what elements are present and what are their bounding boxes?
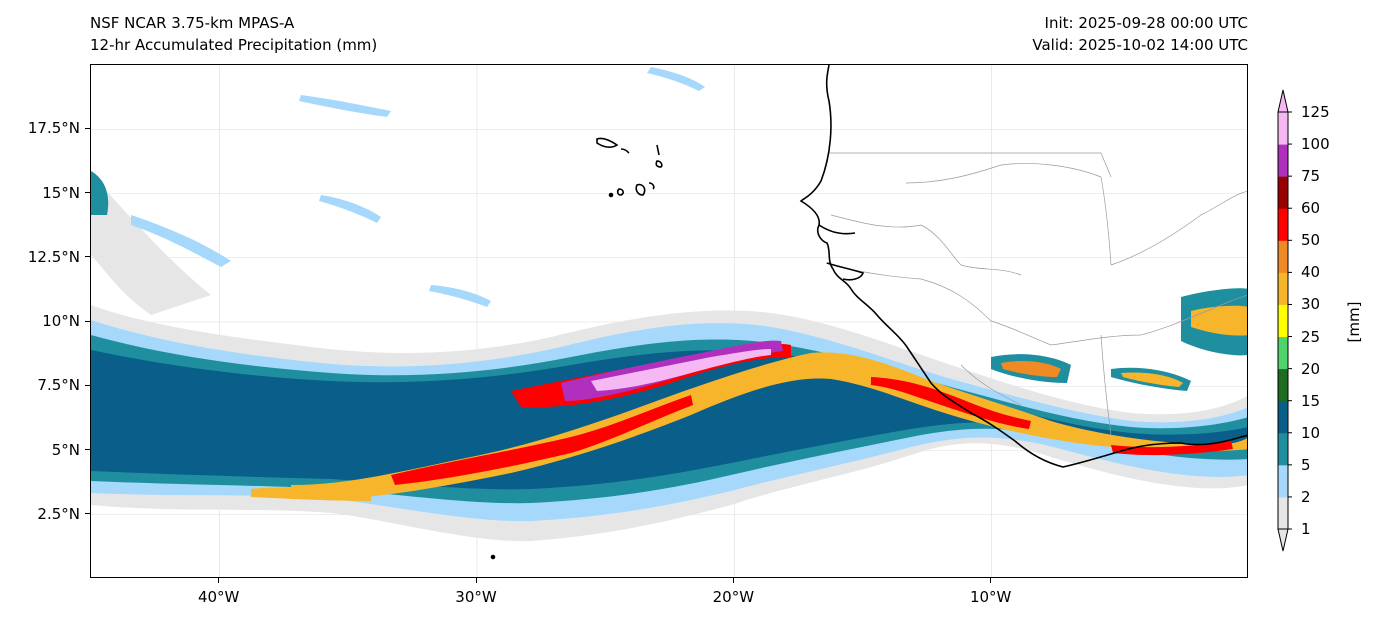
cape-verde-santo-antao [596,137,619,148]
colorbar-level-label: 5 [1301,455,1311,474]
cape-verde-sao-vicente [620,148,630,154]
saint-paul-rocks [490,554,496,560]
colorbar-segment [1278,432,1288,466]
colorbar-outline [1277,111,1289,530]
colorbar-units: [mm] [1345,301,1363,343]
border-mauritania-mali [905,163,1112,266]
precip-band-25mm [291,352,1247,499]
field-title: 12-hr Accumulated Precipitation (mm) [90,36,378,54]
colorbar-level-label: 40 [1301,263,1321,282]
colorbar-level-label: 125 [1301,103,1330,121]
border-mauritania-north [829,152,1112,178]
precip-cell-east-4 [1001,361,1061,377]
precip-band-50mm-east [871,377,1031,429]
colorbar-extend-min [1277,528,1289,552]
colorbar-level-label: 15 [1301,391,1321,410]
colorbar-level-label: 10 [1301,423,1321,442]
cape-verde-brava [608,192,614,198]
colorbar-segment [1278,336,1288,370]
coast-gambia-inlet [818,224,856,235]
cape-verde-sao-nicolau [656,144,660,156]
lat-tick-label: 10°N [42,312,80,330]
precip-cell-nw-5 [319,195,381,223]
colorbar-level-label: 50 [1301,231,1321,250]
colorbar-segment [1278,400,1288,434]
colorbar-segment [1278,304,1288,338]
lat-tick-mark [85,449,90,450]
country-borders [825,152,1247,436]
colorbar-segment [1278,176,1288,209]
precip-cell-east-6 [1121,372,1183,387]
precip-cell-nw-1 [91,171,109,215]
valid-time: Valid: 2025-10-02 14:00 UTC [1032,36,1248,54]
precip-band-25mm-west [251,487,371,501]
lat-tick-mark [85,320,90,322]
lon-tick-label: 20°W [712,588,755,606]
lat-tick-mark [85,192,90,193]
precip-cell-nw-2 [131,215,231,267]
colorbar-segment [1278,144,1288,177]
precip-band-50mm-lower [391,395,693,485]
precip-cell-nw-6 [429,285,491,307]
colorbar-level-label: 20 [1301,359,1321,378]
lat-tick-mark [85,256,90,258]
colorbar-level-label: 2 [1301,487,1311,506]
colorbar-segment [1278,496,1288,530]
colorbar-segment [1278,112,1288,145]
lon-tick-mark [475,578,477,583]
border-liberia [960,364,1022,406]
lat-tick-mark [85,384,90,386]
lat-tick-label: 2.5°N [37,504,80,523]
colorbar-segment [1278,368,1288,402]
border-ghana-ivory [1100,334,1112,436]
colorbar-level-label: 30 [1301,295,1321,314]
border-mali-burkina [1110,191,1247,266]
precip-band-50mm-far-east [1111,441,1233,456]
colorbar-segment [1278,240,1288,273]
precipitation-field [91,67,1247,542]
colorbar-level-label: 100 [1301,135,1330,154]
lon-tick-mark [218,578,220,583]
lat-tick-label: 17.5°N [27,119,80,138]
precip-cell-east-2 [1191,305,1247,336]
lon-tick-label: 30°W [455,588,497,606]
colorbar-level-label: 60 [1301,199,1321,218]
lat-tick-mark [85,127,90,129]
colorbar-level-label: 1 [1301,520,1311,538]
lon-tick-label: 10°W [969,588,1012,606]
cape-verde-maio [648,182,655,190]
lat-tick-label: 12.5°N [27,247,80,266]
model-title: NSF NCAR 3.75-km MPAS-A [90,14,295,32]
precip-band-1mm-north [91,175,211,315]
colorbar-level-label: 25 [1301,327,1321,346]
colorbar-segment [1278,208,1288,241]
cape-verde-fogo [616,188,624,196]
border-senegal-mali [830,214,1022,276]
colorbar-segment [1278,272,1288,305]
lat-tick-label: 7.5°N [37,376,80,395]
border-burkina-south [1050,294,1247,346]
lat-tick-mark [85,513,90,515]
border-guinea [825,262,1052,346]
init-time: Init: 2025-09-28 00:00 UTC [1044,14,1248,32]
colorbar-segment [1278,464,1288,498]
lat-tick-label: 15°N [42,183,80,202]
precip-band-125mm [591,349,771,391]
coast-bijagos [826,262,865,281]
lon-tick-label: 40°W [197,588,240,606]
coast-west-africa [799,65,1247,468]
precip-cell-nw-3 [299,95,391,117]
precipitation-map [90,64,1248,578]
lat-tick-label: 5°N [51,440,80,459]
lon-tick-mark [990,578,992,583]
coastlines [490,65,1247,560]
cape-verde-sal [655,160,663,168]
colorbar-level-label: 75 [1301,167,1321,186]
cape-verde-boa-vista [635,183,646,196]
precip-cell-nw-4 [647,67,705,91]
colorbar [1277,89,1292,552]
colorbar-extend-max [1277,89,1289,113]
lon-tick-mark [732,578,734,583]
map-canvas [91,65,1247,577]
